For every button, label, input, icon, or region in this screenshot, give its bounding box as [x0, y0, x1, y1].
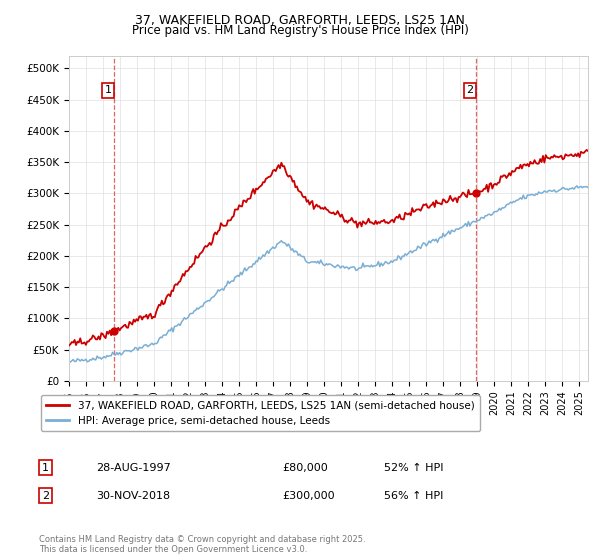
Text: 2: 2 — [42, 491, 49, 501]
Text: 56% ↑ HPI: 56% ↑ HPI — [384, 491, 443, 501]
Text: 30-NOV-2018: 30-NOV-2018 — [96, 491, 170, 501]
Text: 37, WAKEFIELD ROAD, GARFORTH, LEEDS, LS25 1AN: 37, WAKEFIELD ROAD, GARFORTH, LEEDS, LS2… — [135, 14, 465, 27]
Text: 28-AUG-1997: 28-AUG-1997 — [96, 463, 171, 473]
Text: Price paid vs. HM Land Registry's House Price Index (HPI): Price paid vs. HM Land Registry's House … — [131, 24, 469, 37]
Text: £300,000: £300,000 — [282, 491, 335, 501]
Text: 52% ↑ HPI: 52% ↑ HPI — [384, 463, 443, 473]
Text: 1: 1 — [42, 463, 49, 473]
Text: 2: 2 — [466, 86, 473, 95]
Legend: 37, WAKEFIELD ROAD, GARFORTH, LEEDS, LS25 1AN (semi-detached house), HPI: Averag: 37, WAKEFIELD ROAD, GARFORTH, LEEDS, LS2… — [41, 395, 479, 431]
Text: £80,000: £80,000 — [282, 463, 328, 473]
Text: Contains HM Land Registry data © Crown copyright and database right 2025.
This d: Contains HM Land Registry data © Crown c… — [39, 535, 365, 554]
Text: 1: 1 — [104, 86, 112, 95]
